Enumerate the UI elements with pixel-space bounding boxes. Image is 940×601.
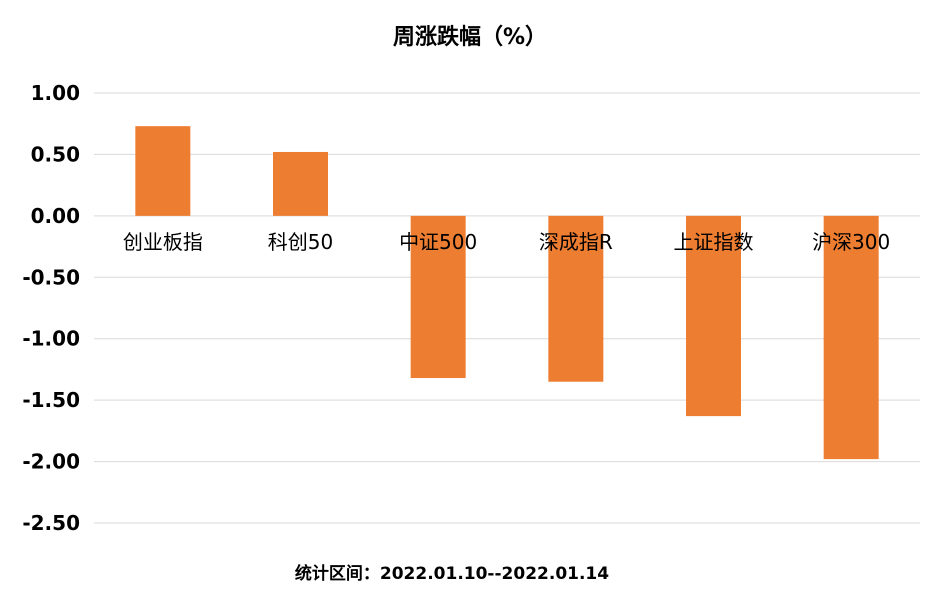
bar: [823, 215, 879, 460]
chart-title: 周涨跌幅（%）: [393, 25, 547, 50]
gridlines: [94, 92, 920, 524]
x-category-label: 中证500: [399, 230, 477, 254]
x-category-label: 深成指R: [539, 230, 613, 254]
footnote: 统计区间：2022.01.10--2022.01.14: [295, 563, 609, 584]
x-category-label: 上证指数: [674, 230, 754, 254]
y-tick-label: -2.00: [22, 450, 80, 474]
y-tick-label: -2.50: [22, 511, 80, 535]
x-category-label: 沪深300: [812, 230, 890, 254]
bars: [135, 126, 879, 460]
bar: [410, 215, 466, 379]
y-tick-label: -1.50: [22, 388, 80, 412]
y-tick-label: -1.00: [22, 327, 80, 351]
y-axis-ticks: 1.00 0.50 0.00 -0.50 -1.00 -1.50 -2.00 -2.50: [22, 81, 80, 535]
bar: [135, 126, 191, 216]
y-tick-label: 1.00: [31, 81, 80, 105]
x-axis-categories: 创业板指 科创50 中证500 深成指R 上证指数 沪深300: [123, 230, 890, 254]
bar: [548, 215, 604, 382]
y-tick-label: 0.50: [31, 142, 80, 166]
y-tick-label: -0.50: [22, 265, 80, 289]
x-category-label: 科创50: [268, 230, 333, 254]
bar: [273, 151, 328, 216]
bar: [686, 215, 741, 417]
y-tick-label: 0.00: [31, 204, 80, 228]
x-category-label: 创业板指: [123, 230, 203, 254]
